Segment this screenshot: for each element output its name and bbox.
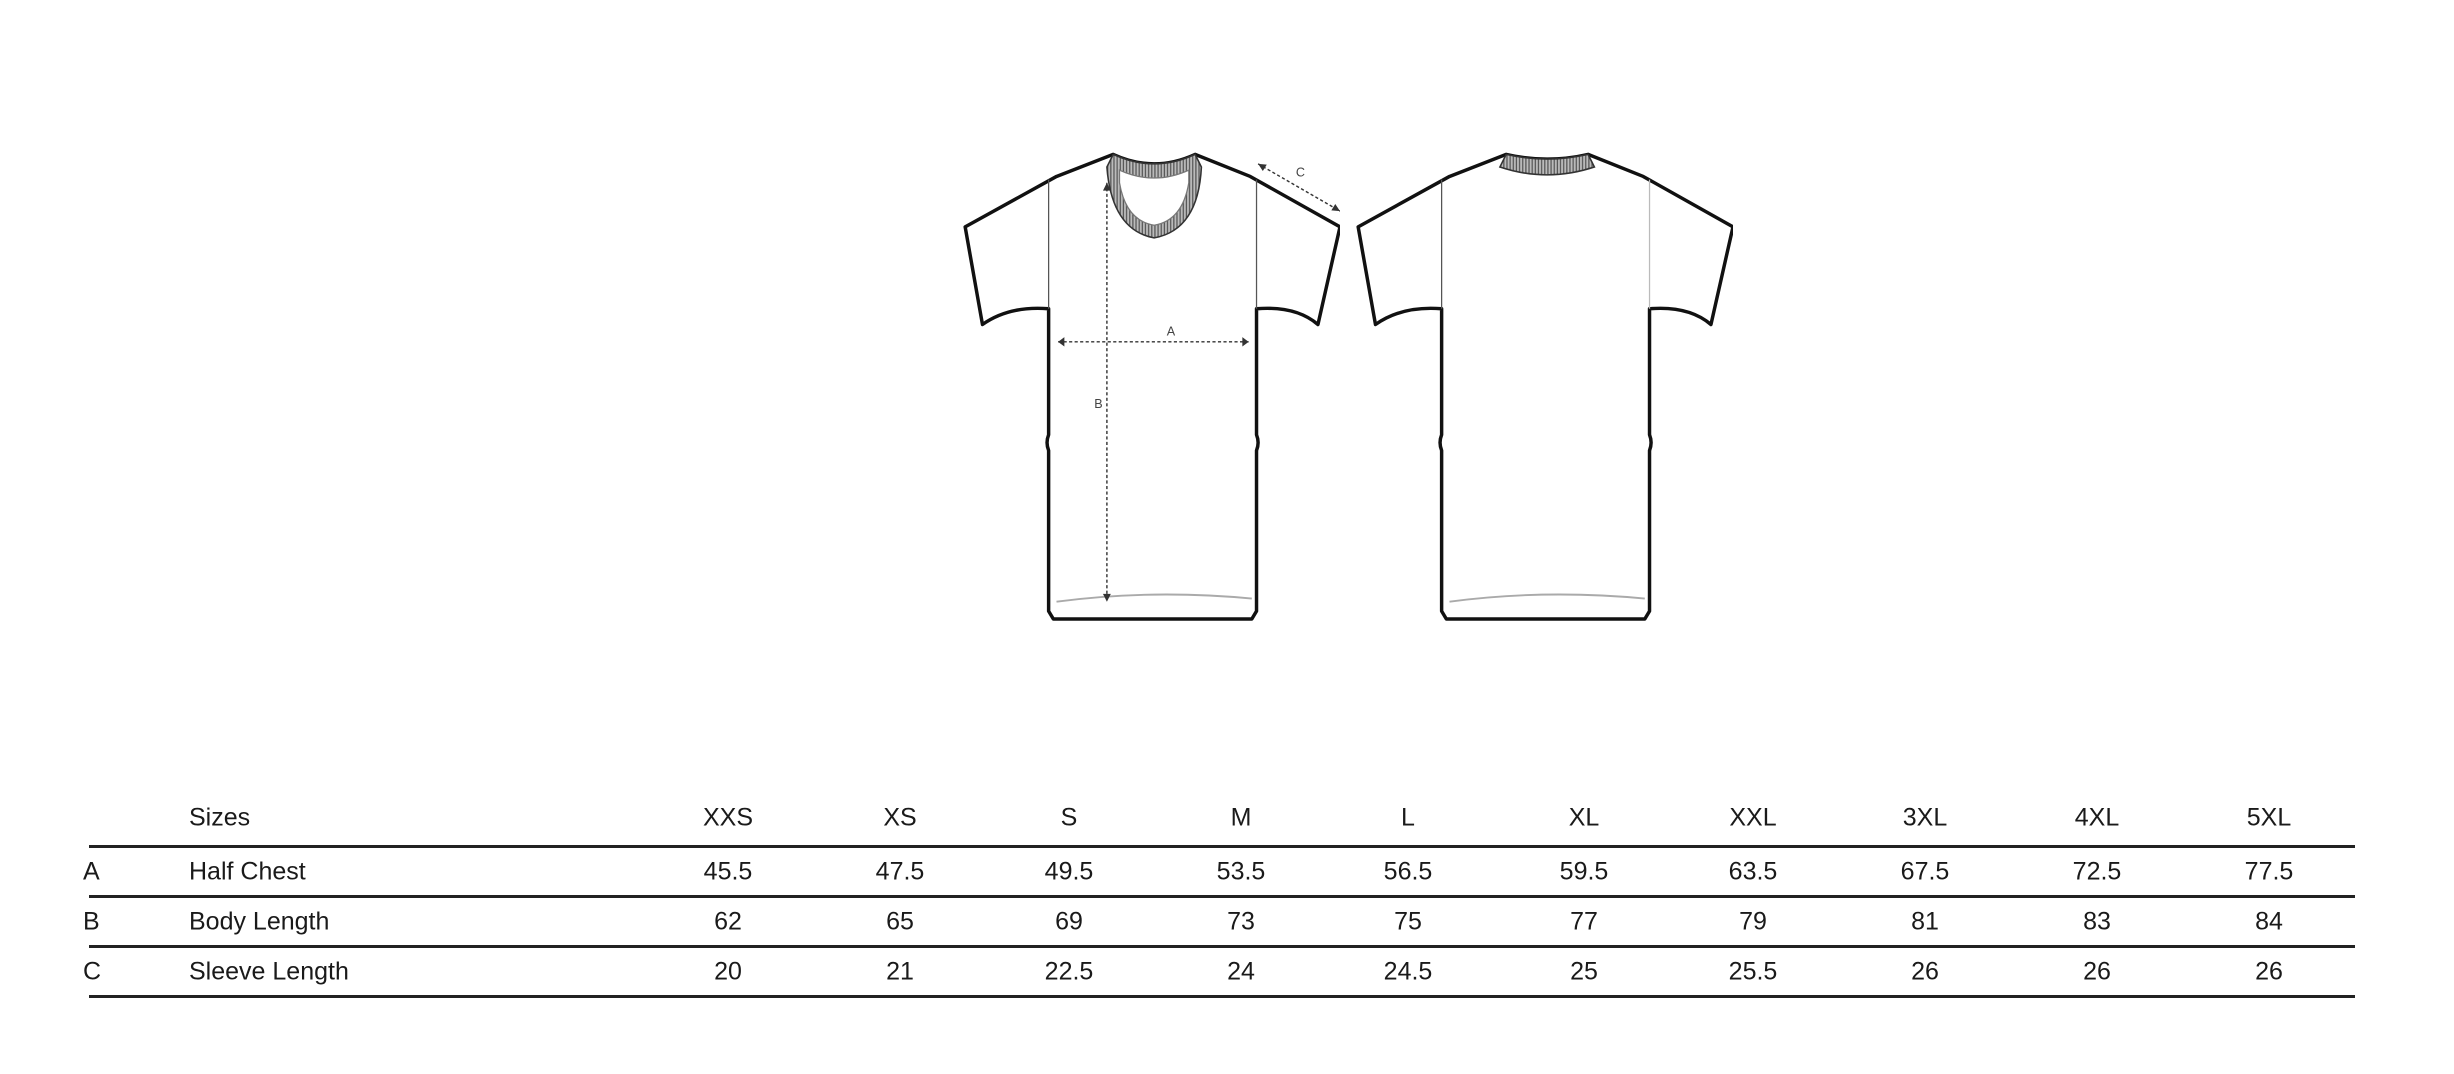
size-header: 4XL: [2074, 803, 2120, 831]
cell-value: 72.5: [2072, 857, 2122, 885]
cell-value: 20: [714, 957, 742, 985]
label-c: C: [1296, 165, 1305, 179]
cell-value: 53.5: [1216, 857, 1266, 885]
tshirt-front-diagram: A B C: [963, 152, 1340, 621]
tshirt-back-diagram: [1356, 152, 1733, 621]
cell-value: 56.5: [1383, 857, 1433, 885]
cell-value: 84: [2255, 907, 2283, 935]
cell-value: 77: [1570, 907, 1598, 935]
cell-value: 49.5: [1044, 857, 1094, 885]
cell-value: 67.5: [1900, 857, 1950, 885]
measure-b-arrow: B: [1094, 182, 1111, 602]
cell-value: 25.5: [1728, 957, 1778, 985]
size-header: XS: [883, 803, 917, 831]
row-code: C: [83, 957, 102, 985]
cell-value: 47.5: [875, 857, 925, 885]
row-name: Body Length: [189, 907, 330, 935]
measure-c-arrow: C: [1257, 163, 1340, 212]
row-name: Sleeve Length: [189, 957, 349, 985]
cell-value: 69: [1055, 907, 1083, 935]
cell-value: 22.5: [1044, 957, 1094, 985]
cell-value: 26: [2083, 957, 2111, 985]
cell-value: 24.5: [1383, 957, 1433, 985]
table-row: C Sleeve Length 20 21 22.5 24 24.5 25 25.5 26 26 26: [83, 948, 2355, 998]
cell-value: 81: [1911, 907, 1939, 935]
cell-value: 26: [2255, 957, 2283, 985]
size-chart-table: Sizes XXS XS S M L XL XXL 3XL 4XL 5XL A H…: [83, 790, 2355, 998]
cell-value: 73: [1227, 907, 1255, 935]
cell-value: 79: [1739, 907, 1767, 935]
measure-a-arrow: A: [1058, 325, 1249, 347]
cell-value: 65: [886, 907, 914, 935]
shirt-outline: [1356, 152, 1733, 621]
cell-value: 25: [1570, 957, 1598, 985]
cell-value: 24: [1227, 957, 1255, 985]
table-row: B Body Length 62 65 69 73 75 77 79 81 83 84: [83, 898, 2355, 948]
header-sizes-label: Sizes: [189, 803, 251, 831]
row-code: B: [83, 907, 100, 935]
size-header: XXS: [702, 803, 754, 831]
size-header: XL: [1568, 803, 1600, 831]
size-header: M: [1230, 803, 1252, 831]
size-header: S: [1060, 803, 1078, 831]
size-header: XXL: [1729, 803, 1777, 831]
cell-value: 59.5: [1559, 857, 1609, 885]
cell-value: 26: [1911, 957, 1939, 985]
cell-value: 63.5: [1728, 857, 1778, 885]
table-row: A Half Chest 45.5 47.5 49.5 53.5 56.5 59.5 63.5 6…: [83, 848, 2355, 898]
cell-value: 75: [1394, 907, 1422, 935]
label-a: A: [1167, 325, 1176, 339]
cell-value: 21: [886, 957, 914, 985]
row-code: A: [83, 857, 100, 885]
cell-value: 83: [2083, 907, 2111, 935]
row-name: Half Chest: [189, 857, 306, 885]
size-header: 5XL: [2246, 803, 2292, 831]
cell-value: 62: [714, 907, 742, 935]
size-header: 3XL: [1902, 803, 1948, 831]
cell-value: 45.5: [703, 857, 753, 885]
table-header-row: Sizes XXS XS S M L XL XXL 3XL 4XL 5XL: [89, 790, 2355, 848]
label-b: B: [1094, 397, 1102, 411]
cell-value: 77.5: [2244, 857, 2294, 885]
size-header: L: [1401, 803, 1415, 831]
collar: [1498, 153, 1596, 176]
